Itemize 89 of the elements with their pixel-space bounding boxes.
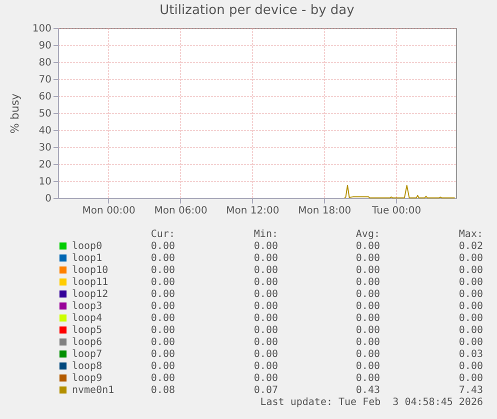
text: 0.00 <box>356 252 380 264</box>
legend-label: loop7 <box>72 349 102 360</box>
text: 0.00 <box>150 348 175 360</box>
text: 0.00 <box>254 288 278 300</box>
y-tick-label: 50 <box>38 108 52 120</box>
text: 0.00 <box>458 264 483 276</box>
text: 0.00 <box>458 336 483 348</box>
text: 0.00 <box>150 276 175 288</box>
y-tick-label: 40 <box>38 126 52 136</box>
y-tick-label: 100 <box>32 24 52 34</box>
text: 0.00 <box>356 324 380 336</box>
y-tick-label: 60 <box>38 92 52 102</box>
x-tick-label: Mon 12:00 <box>226 206 280 216</box>
text: 0.00 <box>150 372 175 384</box>
line-series <box>344 184 456 198</box>
text: 0.00 <box>356 336 380 348</box>
text: 0.00 <box>150 300 175 312</box>
text: 0.02 <box>458 240 483 252</box>
text: 0.43 <box>356 384 380 396</box>
legend-label: loop0 <box>72 241 102 252</box>
text: 7.43 <box>458 384 483 396</box>
text: Cur: <box>150 228 175 240</box>
text: 0.00 <box>254 240 278 252</box>
text: 0.00 <box>150 312 175 324</box>
x-tick-label: Mon 06:00 <box>154 206 208 216</box>
y-tick-label: 0 <box>45 194 52 204</box>
text: 0.00 <box>458 252 483 264</box>
text: 0.00 <box>458 372 483 384</box>
legend-label: loop1 <box>72 253 102 264</box>
y-tick-label: 10 <box>38 176 52 188</box>
text: 0.00 <box>254 252 278 264</box>
text: 0.00 <box>356 264 380 276</box>
text: 0.00 <box>254 276 278 288</box>
text: 0.00 <box>254 336 278 348</box>
text: 0.00 <box>356 360 380 372</box>
y-tick-label: 20 <box>38 160 52 170</box>
text: 0.00 <box>356 240 380 252</box>
text: Min: <box>254 228 278 240</box>
text: 0.00 <box>356 312 380 324</box>
legend-label: nvme0n1 <box>72 385 114 396</box>
legend-label: loop5 <box>72 325 102 336</box>
text: Max: <box>458 228 483 240</box>
legend-label: loop12 <box>72 289 108 300</box>
text: 0.00 <box>254 348 278 360</box>
x-tick-label: Tue 00:00 <box>371 206 422 216</box>
text: 0.00 <box>458 300 483 312</box>
text: 0.00 <box>458 288 483 300</box>
text: 0.00 <box>150 324 175 336</box>
text: Last update: Tue Feb 3 04:58:45 2026 <box>260 396 483 408</box>
y-tick-label: 80 <box>38 58 52 68</box>
text: 0.03 <box>458 348 483 360</box>
text: 0.00 <box>254 372 278 384</box>
legend-label: loop6 <box>72 337 102 348</box>
text: 0.00 <box>254 360 278 372</box>
text: 0.00 <box>356 300 380 312</box>
text: Avg: <box>356 228 380 240</box>
text: 0.07 <box>254 384 278 396</box>
text: 0.00 <box>254 264 278 276</box>
legend-label: loop11 <box>72 277 108 288</box>
text: 0.00 <box>458 324 483 336</box>
text: 0.00 <box>150 240 175 252</box>
text: 0.00 <box>254 300 278 312</box>
y-tick-label: 90 <box>38 40 52 52</box>
text: 0.00 <box>356 348 380 360</box>
text: 0.00 <box>458 312 483 324</box>
text: 0.08 <box>150 384 175 396</box>
y-axis-title: % busy <box>8 92 22 134</box>
chart-title: Utilization per device - by day <box>160 3 355 18</box>
legend-label: loop9 <box>72 373 102 384</box>
legend-label: loop10 <box>72 265 108 276</box>
text: 0.00 <box>150 252 175 264</box>
y-tick-label: 70 <box>38 74 52 86</box>
text: 0.00 <box>150 336 175 348</box>
legend-label: loop4 <box>72 313 102 324</box>
text: 0.00 <box>150 264 175 276</box>
text: 0.00 <box>356 276 380 288</box>
text: 0.00 <box>150 360 175 372</box>
text: 0.00 <box>254 312 278 324</box>
text: 0.00 <box>356 372 380 384</box>
text: 0.00 <box>254 324 278 336</box>
text: 0.00 <box>458 276 483 288</box>
text: 0.00 <box>150 288 175 300</box>
y-tick-label: 30 <box>38 142 52 154</box>
x-tick-label: Mon 18:00 <box>298 206 352 216</box>
legend-label: loop3 <box>72 301 102 312</box>
x-tick-label: Mon 00:00 <box>82 206 136 216</box>
text: 0.00 <box>458 360 483 372</box>
text: 0.00 <box>356 288 380 300</box>
legend-label: loop8 <box>72 361 102 372</box>
